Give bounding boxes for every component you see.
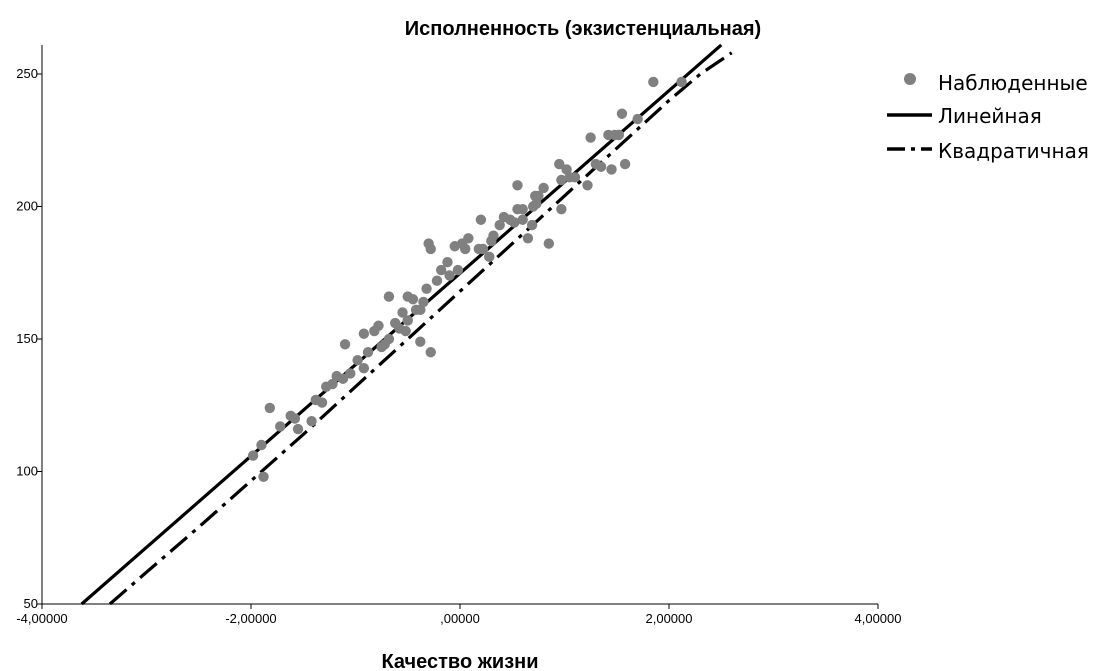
data-point — [512, 203, 523, 215]
data-point — [418, 296, 429, 308]
data-point — [358, 362, 370, 374]
data-point — [376, 341, 387, 353]
data-point — [306, 415, 317, 427]
data-point — [345, 368, 356, 379]
data-point — [383, 291, 395, 302]
data-point — [402, 315, 413, 326]
chart-title: Исполненность (экзистенциальная) — [405, 18, 761, 40]
data-point — [676, 76, 687, 88]
data-point — [358, 328, 370, 339]
legend: Наблюденные Линейная Квадратичная — [887, 71, 1089, 163]
data-point — [425, 347, 436, 358]
data-point — [522, 233, 534, 244]
data-point — [264, 402, 276, 414]
data-point — [352, 355, 363, 366]
data-point — [423, 238, 434, 249]
data-point — [561, 164, 572, 175]
data-point — [431, 275, 443, 286]
data-point — [331, 370, 342, 382]
data-point — [556, 203, 567, 215]
legend-label-linear: Линейная — [938, 104, 1042, 128]
y-tick-label: 100 — [16, 464, 38, 479]
data-point — [292, 423, 304, 435]
data-point — [369, 325, 380, 337]
data-point — [442, 256, 453, 268]
legend-label-observed: Наблюденные — [938, 71, 1088, 95]
data-point — [402, 291, 413, 302]
data-point — [585, 132, 596, 143]
data-point — [339, 339, 351, 350]
data-point — [390, 317, 401, 329]
y-tick-label: 250 — [16, 66, 38, 81]
y-tick-label: 50 — [24, 596, 38, 611]
data-point — [494, 219, 505, 231]
data-point — [564, 172, 575, 183]
plot-points — [247, 76, 687, 482]
data-point — [410, 304, 422, 316]
data-point — [477, 243, 489, 255]
x-axis-label: Качество жизни — [381, 651, 538, 671]
legend-dot-icon — [904, 73, 916, 85]
data-point — [444, 270, 455, 281]
x-tick-label: -4,00000 — [16, 611, 67, 626]
x-ticks: -4,00000 -2,00000 ,00000 2,00000 4,00000 — [16, 604, 902, 626]
data-point — [256, 439, 267, 451]
quadratic-fit-line — [108, 51, 733, 606]
data-point — [512, 180, 523, 191]
data-point — [554, 158, 565, 170]
x-tick-label: -2,00000 — [225, 611, 276, 626]
data-point — [435, 264, 447, 276]
data-point — [275, 421, 286, 432]
y-tick-label: 200 — [16, 199, 38, 214]
data-point — [397, 307, 408, 318]
data-point — [415, 336, 426, 347]
data-point — [530, 190, 541, 202]
data-point — [632, 113, 643, 125]
data-point — [616, 108, 628, 119]
x-tick-label: ,00000 — [440, 611, 480, 626]
y-tick-label: 150 — [16, 331, 38, 346]
data-point — [321, 381, 332, 392]
data-point — [475, 214, 487, 225]
data-point — [285, 410, 296, 422]
data-point — [543, 238, 555, 249]
data-point — [449, 241, 460, 252]
data-point — [310, 394, 321, 406]
data-point — [421, 283, 432, 294]
data-point — [538, 182, 549, 194]
legend-label-quadratic: Квадратичная — [938, 139, 1089, 163]
x-tick-label: 4,00000 — [855, 611, 902, 626]
data-point — [486, 235, 497, 247]
data-point — [498, 211, 510, 223]
data-point — [606, 164, 617, 175]
data-point — [648, 76, 659, 88]
data-point — [603, 129, 614, 141]
data-point — [556, 174, 567, 186]
y-ticks: 50 100 150 200 250 — [16, 66, 42, 611]
data-point — [590, 158, 602, 170]
data-point — [527, 201, 539, 212]
data-point — [582, 180, 593, 191]
data-point — [258, 471, 269, 482]
data-point — [619, 158, 631, 170]
data-point — [452, 264, 464, 276]
data-point — [484, 251, 495, 263]
data-point — [247, 450, 259, 461]
data-point — [526, 219, 538, 231]
x-tick-label: 2,00000 — [646, 611, 693, 626]
data-point — [613, 129, 625, 141]
data-point — [517, 214, 528, 225]
data-point — [362, 347, 374, 358]
